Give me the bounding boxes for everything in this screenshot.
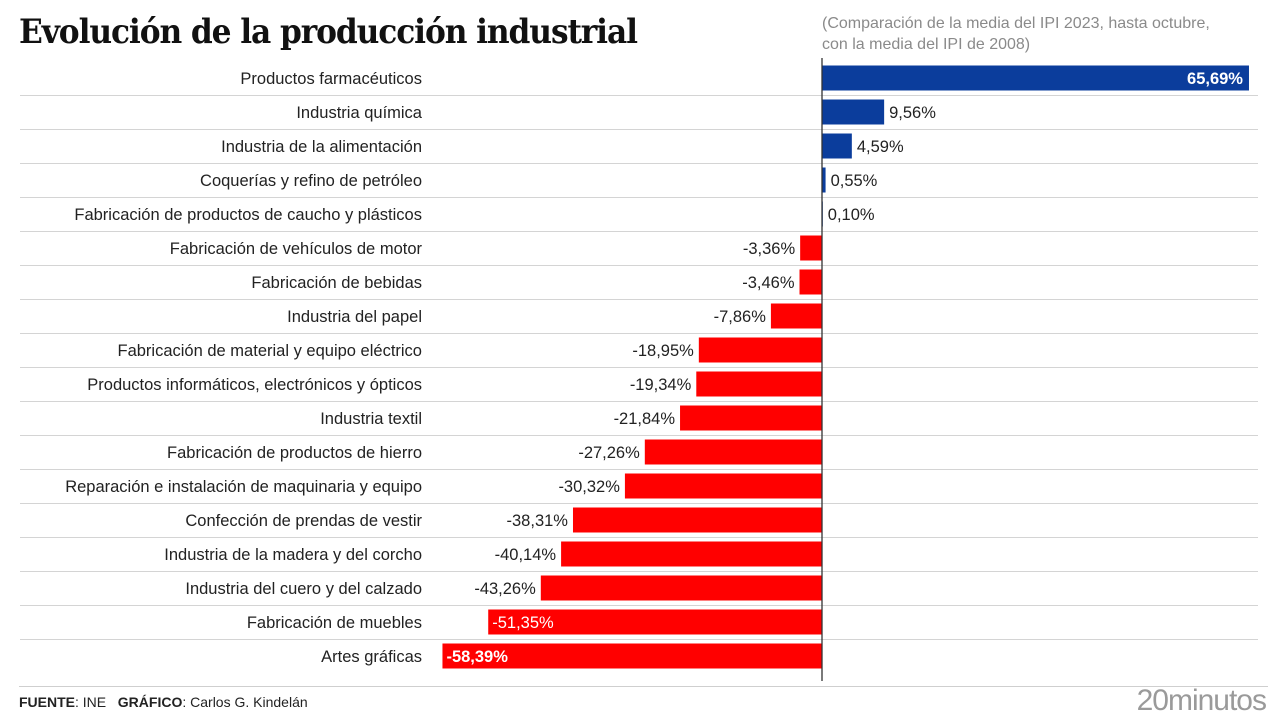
value-label: -58,39%	[446, 648, 508, 666]
bar	[540, 575, 822, 601]
bar	[799, 269, 822, 295]
category-label: Reparación e instalación de maquinaria y…	[65, 478, 422, 496]
bar	[442, 643, 822, 669]
value-label: -27,26%	[578, 444, 640, 462]
category-label: Fabricación de bebidas	[251, 274, 422, 292]
source-label: FUENTE	[19, 694, 75, 710]
value-label: 9,56%	[889, 104, 936, 122]
footer-credits: FUENTE: INE GRÁFICO: Carlos G. Kindelán	[19, 694, 308, 710]
brand-logo: 20minutos	[1136, 684, 1267, 717]
bar	[561, 541, 822, 567]
graphic-label: GRÁFICO	[117, 694, 183, 710]
footer-divider	[19, 686, 1268, 687]
category-label: Coquerías y refino de petróleo	[200, 172, 422, 190]
value-label: -21,84%	[614, 410, 676, 428]
bar	[488, 609, 822, 635]
category-label: Fabricación de vehículos de motor	[170, 240, 423, 258]
category-label: Industria textil	[320, 410, 422, 428]
bar	[696, 371, 822, 397]
value-label: -30,32%	[558, 478, 620, 496]
value-label: 65,69%	[1187, 70, 1243, 88]
value-label: -51,35%	[492, 614, 554, 632]
bar	[822, 99, 885, 125]
category-label: Industria del papel	[287, 308, 422, 326]
category-label: Fabricación de productos de hierro	[167, 444, 422, 462]
bar	[822, 65, 1249, 91]
value-label: -7,86%	[714, 308, 767, 326]
category-label: Industria de la madera y del corcho	[164, 546, 422, 564]
category-label: Fabricación de productos de caucho y plá…	[74, 206, 422, 224]
chart-subtitle: (Comparación de la media del IPI 2023, h…	[822, 13, 1272, 55]
category-label: Industria de la alimentación	[221, 138, 422, 156]
value-label: -40,14%	[495, 546, 557, 564]
value-label: -38,31%	[507, 512, 569, 530]
bar	[800, 235, 822, 261]
value-label: -43,26%	[474, 580, 536, 598]
bar	[680, 405, 822, 431]
source-value: : INE	[75, 694, 107, 710]
category-label: Productos informáticos, electrónicos y ó…	[87, 376, 422, 394]
category-label: Artes gráficas	[321, 648, 422, 666]
category-label: Fabricación de muebles	[247, 614, 422, 632]
value-label: -3,46%	[742, 274, 795, 292]
bar	[822, 167, 826, 193]
bar	[770, 303, 822, 329]
category-label: Industria química	[296, 104, 422, 122]
bars	[442, 65, 1249, 669]
category-label: Fabricación de material y equipo eléctri…	[118, 342, 423, 360]
subtitle-line-2: con la media del IPI de 2008)	[822, 36, 1031, 53]
bar	[644, 439, 822, 465]
bar	[698, 337, 822, 363]
row-separators	[20, 95, 1258, 640]
value-label: -3,36%	[743, 240, 796, 258]
bar	[822, 133, 852, 159]
category-label: Confección de prendas de vestir	[185, 512, 422, 530]
value-labels: 65,69% 9,56% 4,59% 0,55% 0,10% -3,36% -3,46% -7…	[446, 70, 1243, 666]
value-label: -18,95%	[632, 342, 694, 360]
value-label: 0,55%	[831, 172, 878, 190]
graphic-value: : Carlos G. Kindelán	[182, 694, 308, 710]
value-label: -19,34%	[630, 376, 692, 394]
subtitle-line-1: (Comparación de la media del IPI 2023, h…	[822, 15, 1210, 32]
bar	[572, 507, 822, 533]
bar	[624, 473, 822, 499]
value-label: 4,59%	[857, 138, 904, 156]
category-label: Industria del cuero y del calzado	[185, 580, 422, 598]
category-labels: Productos farmacéuticos Industria química…	[65, 70, 423, 666]
chart-title: Evolución de la producción industrial	[19, 12, 638, 52]
category-label: Productos farmacéuticos	[240, 70, 422, 88]
value-label: 0,10%	[828, 206, 875, 224]
